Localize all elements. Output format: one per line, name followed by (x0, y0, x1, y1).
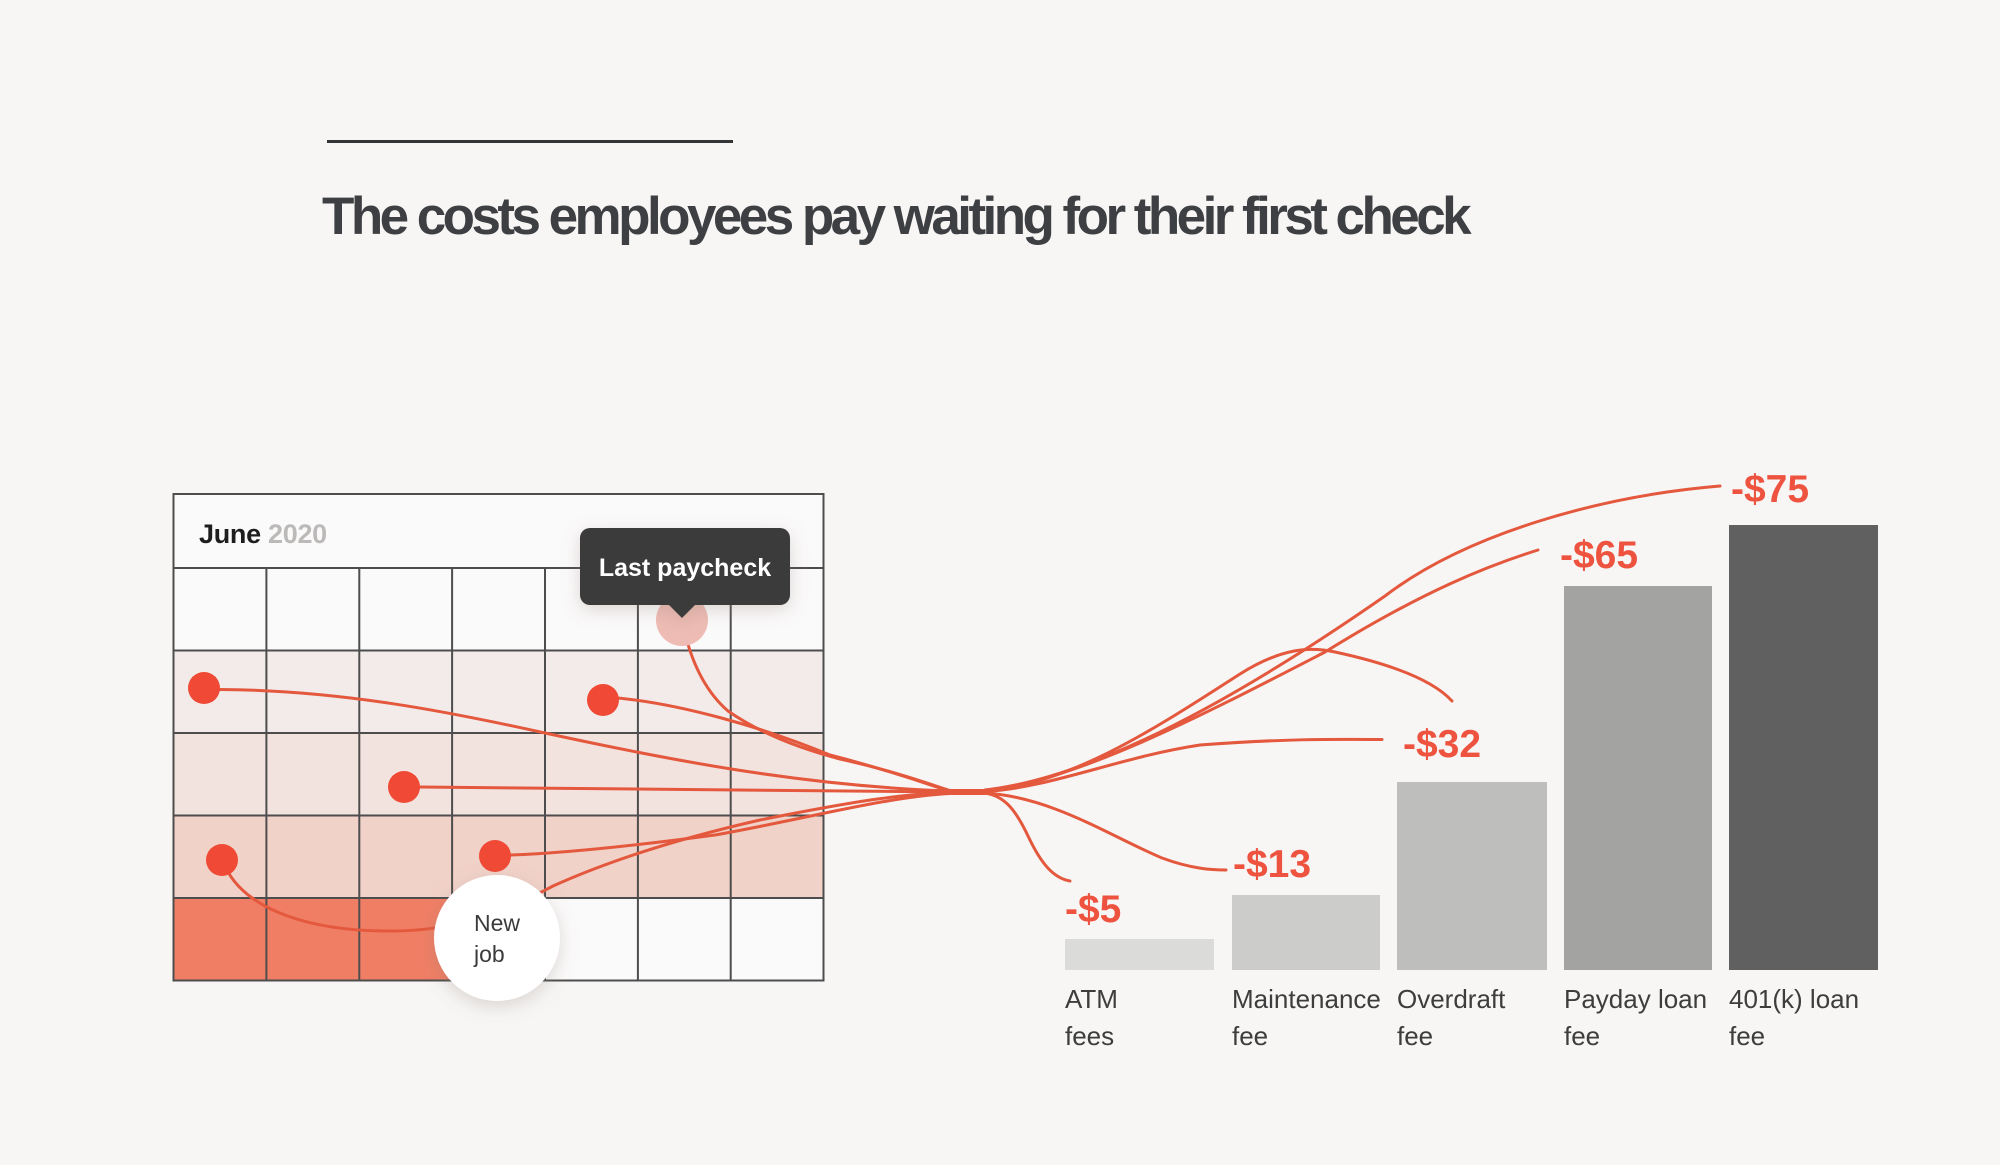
svg-text:-$13: -$13 (1233, 843, 1311, 886)
svg-text:New: New (474, 910, 520, 936)
svg-text:fee: fee (1232, 1021, 1268, 1051)
svg-text:fee: fee (1564, 1021, 1600, 1051)
svg-text:Overdraft: Overdraft (1397, 984, 1506, 1014)
svg-text:fees: fees (1065, 1021, 1114, 1051)
svg-text:ATM: ATM (1065, 984, 1118, 1014)
svg-text:Maintenance: Maintenance (1232, 984, 1381, 1014)
svg-text:Payday loan: Payday loan (1564, 984, 1707, 1014)
svg-text:June 2020: June 2020 (199, 519, 327, 549)
svg-text:-$75: -$75 (1731, 468, 1809, 511)
svg-text:-$65: -$65 (1560, 534, 1638, 577)
svg-text:fee: fee (1729, 1021, 1765, 1051)
svg-text:401(k) loan: 401(k) loan (1729, 984, 1859, 1014)
svg-text:job: job (473, 941, 505, 967)
svg-text:Last paycheck: Last paycheck (599, 554, 771, 582)
svg-text:The costs employees pay waitin: The costs employees pay waiting for thei… (322, 187, 1472, 246)
svg-text:-$32: -$32 (1403, 723, 1481, 766)
svg-text:-$5: -$5 (1065, 888, 1121, 931)
svg-text:fee: fee (1397, 1021, 1433, 1051)
